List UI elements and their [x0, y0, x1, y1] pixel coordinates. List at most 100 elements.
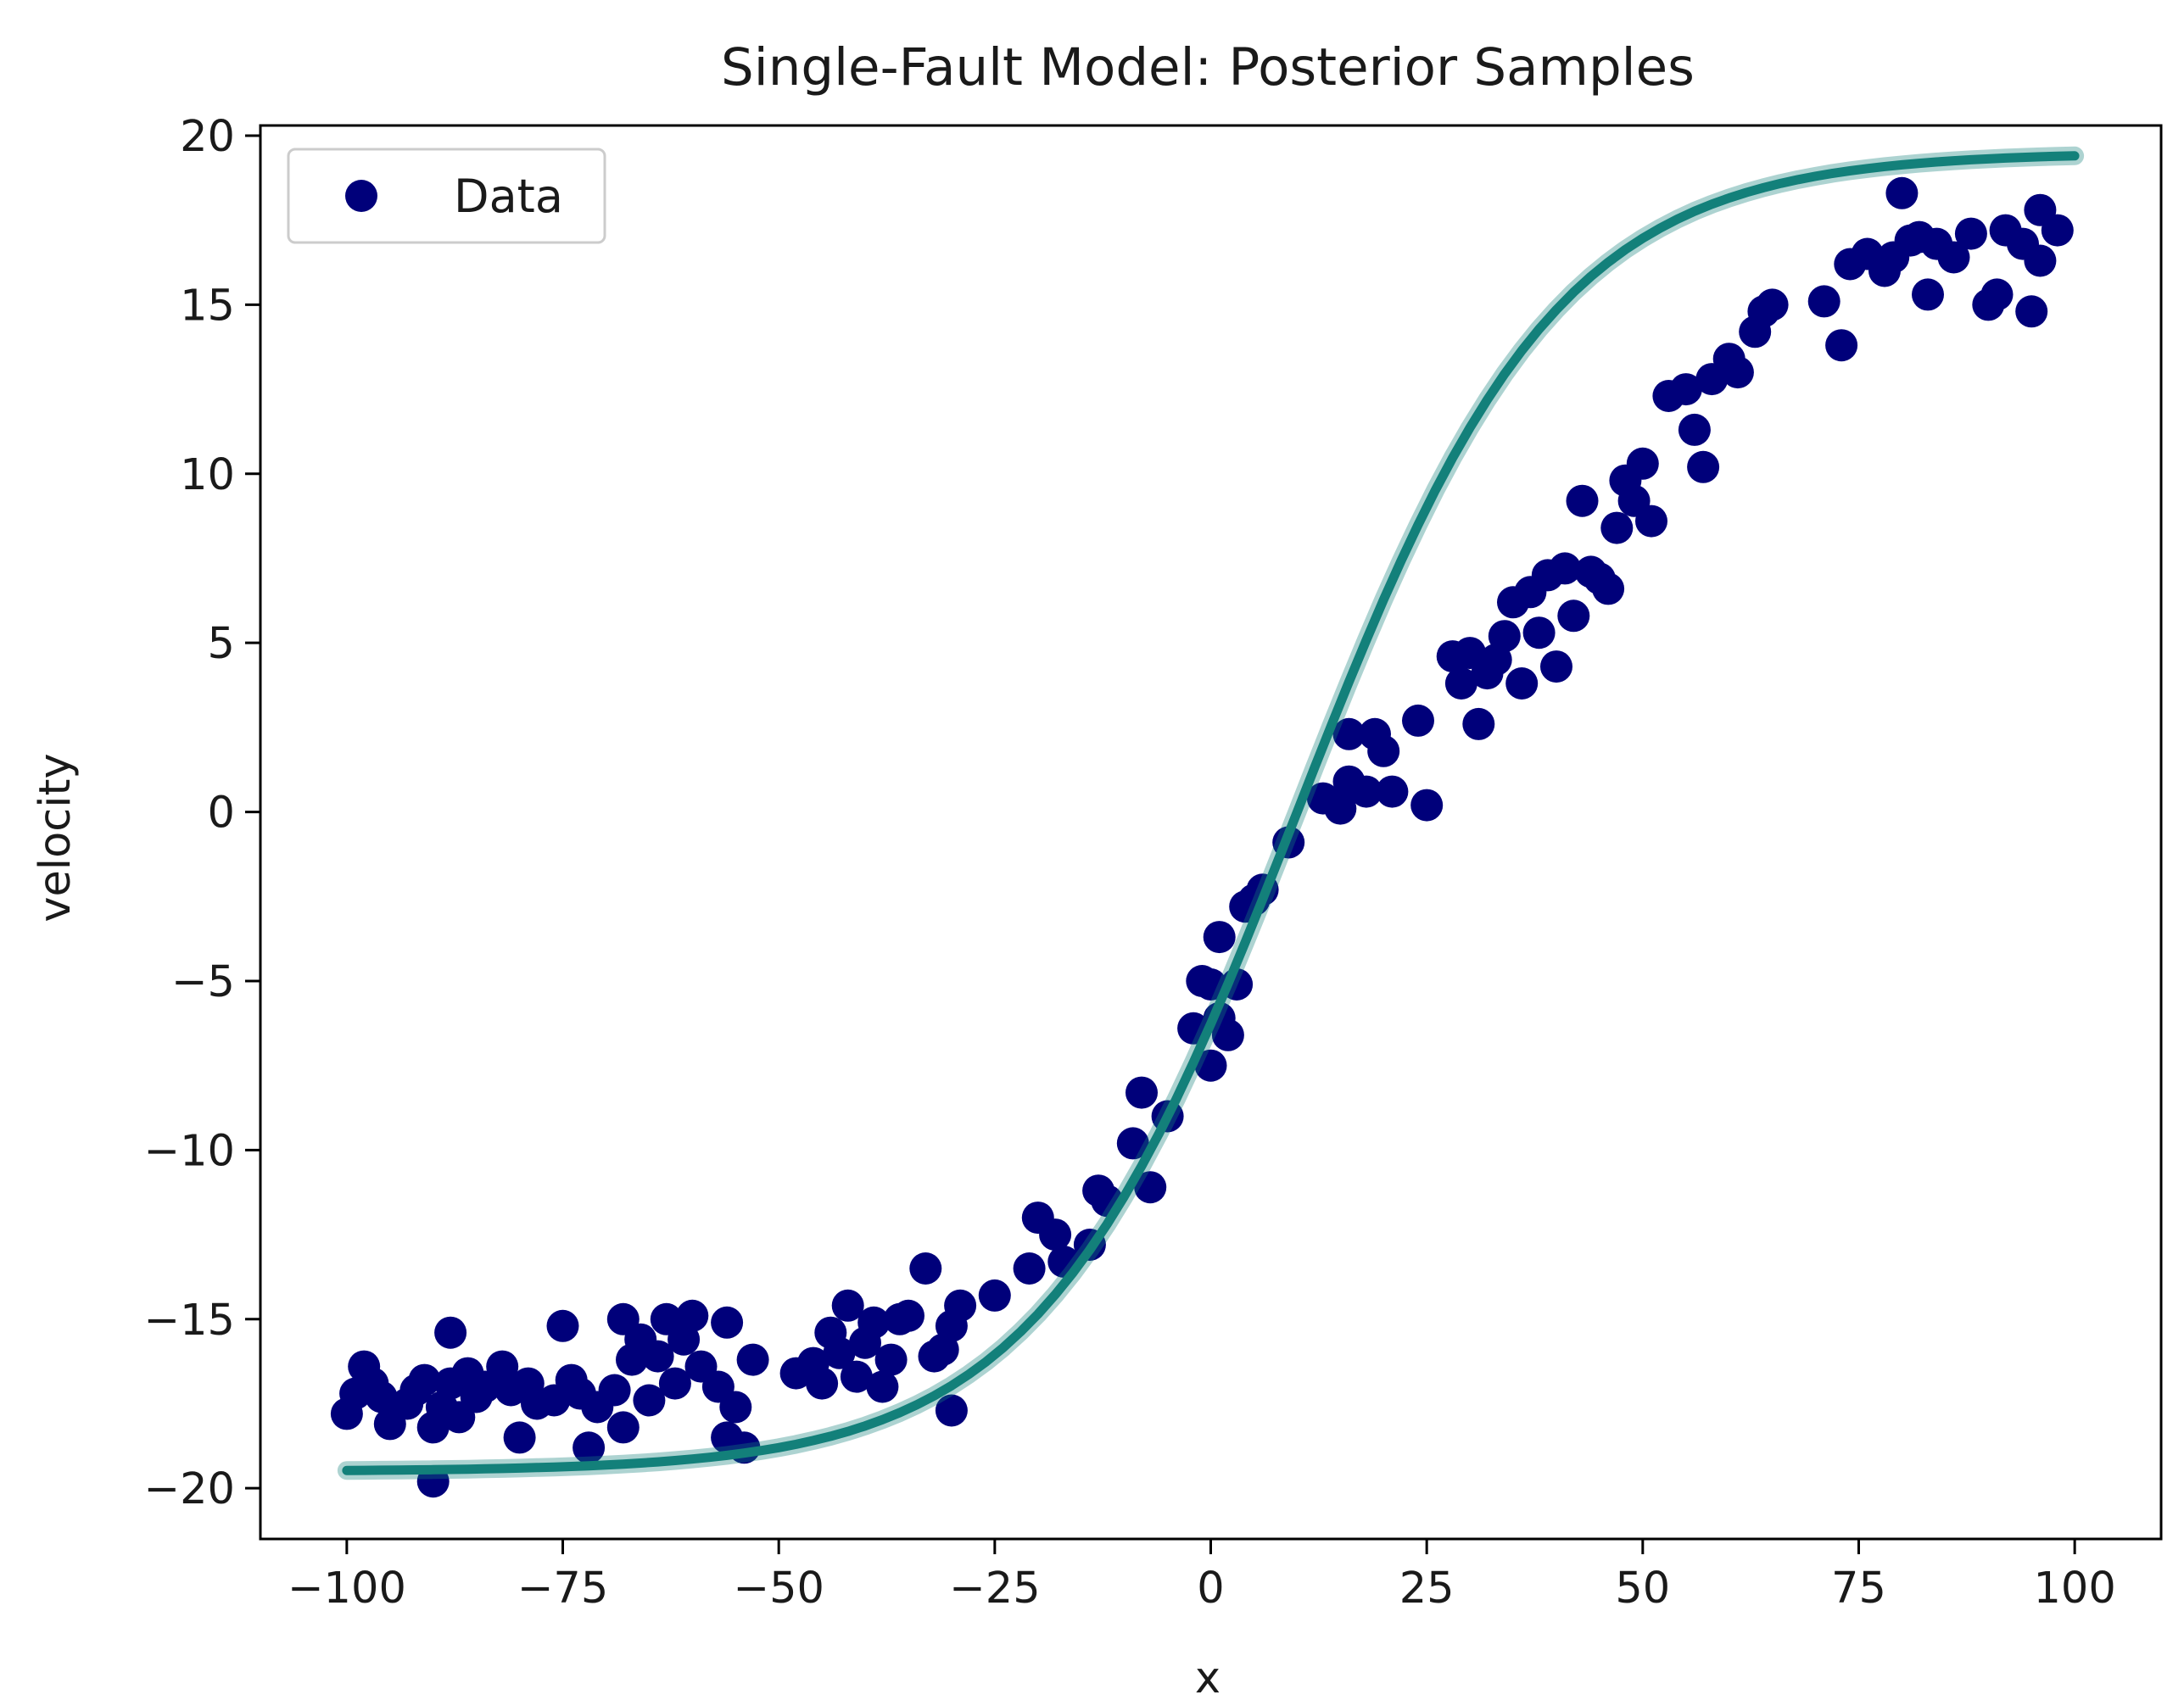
y-tick-label-3: −5 — [171, 957, 235, 1007]
data-point-119 — [1600, 511, 1634, 544]
data-point-101 — [1444, 667, 1477, 700]
data-point-96 — [1367, 734, 1400, 767]
data-point-146 — [1954, 217, 1987, 250]
data-point-123 — [1635, 505, 1667, 538]
y-tick-label-7: 15 — [180, 281, 235, 331]
x-tick-label-0: −100 — [288, 1564, 406, 1614]
data-point-151 — [2015, 295, 2048, 328]
y-tick-label-8: 20 — [180, 112, 235, 162]
data-point-74 — [1116, 1127, 1149, 1160]
data-point-35 — [641, 1340, 674, 1373]
data-point-114 — [1557, 599, 1590, 633]
data-point-69 — [1039, 1218, 1072, 1252]
data-point-8 — [408, 1363, 441, 1397]
data-point-135 — [1825, 329, 1858, 362]
data-point-52 — [831, 1289, 864, 1322]
data-point-148 — [1980, 278, 2014, 311]
data-point-103 — [1462, 707, 1495, 740]
data-point-56 — [866, 1370, 899, 1403]
data-point-39 — [676, 1299, 709, 1332]
y-tick-label-6: 10 — [180, 450, 235, 500]
data-point-60 — [909, 1252, 942, 1285]
data-point-108 — [1505, 667, 1539, 700]
data-point-20 — [503, 1421, 536, 1454]
data-point-29 — [598, 1374, 631, 1407]
data-point-63 — [935, 1394, 968, 1427]
legend: Data — [287, 148, 606, 244]
x-tick-label-4: 0 — [1197, 1564, 1224, 1614]
data-point-110 — [1522, 616, 1556, 650]
x-tick-label-5: 25 — [1399, 1564, 1455, 1614]
y-axis-label: velocity — [31, 753, 81, 922]
data-point-91 — [1324, 792, 1357, 825]
data-point-126 — [1678, 413, 1711, 446]
data-point-57 — [874, 1343, 908, 1376]
data-point-152 — [2024, 244, 2057, 277]
x-tick-label-7: 75 — [1831, 1564, 1886, 1614]
plot-area — [330, 146, 2085, 1498]
y-tick-label-2: −10 — [143, 1126, 235, 1176]
data-point-43 — [711, 1306, 744, 1339]
data-point-65 — [944, 1289, 977, 1322]
data-point-44 — [719, 1391, 752, 1424]
data-point-99 — [1410, 789, 1444, 822]
y-tick-label-4: 0 — [208, 789, 235, 839]
y-tick-label-5: 5 — [208, 619, 235, 669]
data-point-49 — [806, 1367, 839, 1400]
y-tick-label-0: −20 — [143, 1464, 235, 1514]
data-point-66 — [978, 1279, 1011, 1312]
data-point-134 — [1807, 285, 1840, 318]
data-point-31 — [606, 1411, 640, 1444]
data-point-145 — [1937, 241, 1970, 274]
data-point-140 — [1885, 176, 1919, 209]
x-tick-label-3: −25 — [949, 1564, 1041, 1614]
data-point-106 — [1488, 620, 1521, 653]
data-point-97 — [1376, 775, 1409, 808]
data-point-59 — [892, 1299, 924, 1332]
data-point-12 — [434, 1316, 467, 1349]
legend-marker-data — [345, 180, 377, 212]
data-point-127 — [1687, 450, 1720, 483]
legend-box — [287, 148, 606, 244]
data-point-67 — [1013, 1252, 1046, 1285]
y-tick-label-1: −15 — [143, 1296, 235, 1346]
data-point-51 — [823, 1336, 856, 1369]
data-point-143 — [1912, 278, 1944, 311]
x-tick-label-6: 50 — [1615, 1564, 1670, 1614]
legend-label-data: Data — [454, 170, 563, 223]
data-point-118 — [1592, 572, 1625, 605]
data-point-113 — [1549, 552, 1582, 585]
data-point-81 — [1194, 1049, 1227, 1082]
x-tick-label-8: 100 — [2033, 1564, 2115, 1614]
data-point-130 — [1721, 356, 1754, 389]
data-point-55 — [857, 1306, 891, 1339]
data-point-80 — [1194, 968, 1227, 1001]
data-point-125 — [1669, 373, 1702, 406]
data-point-122 — [1626, 447, 1659, 480]
data-point-76 — [1134, 1171, 1167, 1204]
x-tick-label-2: −50 — [733, 1564, 824, 1614]
data-point-34 — [633, 1384, 666, 1417]
data-point-75 — [1126, 1076, 1158, 1109]
chart-title: Single-Fault Model: Posterior Samples — [721, 37, 1695, 98]
data-point-37 — [658, 1367, 691, 1400]
data-point-115 — [1566, 484, 1599, 517]
data-point-46 — [736, 1343, 769, 1376]
data-point-84 — [1211, 1018, 1244, 1051]
data-point-27 — [573, 1431, 606, 1464]
data-point-93 — [1332, 717, 1366, 750]
data-point-94 — [1349, 775, 1382, 808]
data-point-112 — [1540, 650, 1572, 683]
data-point-24 — [546, 1309, 579, 1342]
data-point-98 — [1402, 704, 1434, 737]
x-tick-label-1: −75 — [517, 1564, 609, 1614]
axes: −100 −75 −50 −25 0 25 50 75 100−20−15−10−5051015… — [143, 112, 2163, 1614]
data-point-4 — [365, 1380, 398, 1413]
data-point-154 — [2041, 214, 2074, 247]
x-axis-label: x — [1195, 1653, 1220, 1703]
posterior-sample-curve — [342, 151, 2080, 1475]
data-point-82 — [1203, 921, 1236, 954]
data-point-133 — [1756, 288, 1789, 321]
